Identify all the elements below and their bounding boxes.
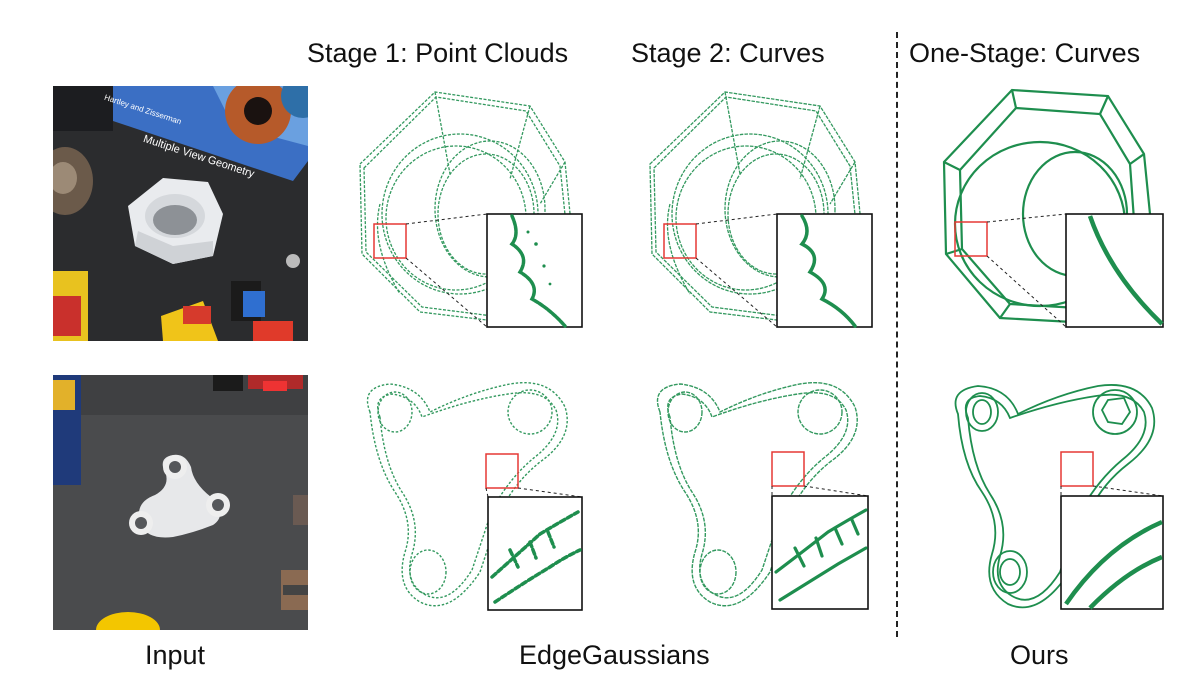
footer-input: Input bbox=[145, 640, 206, 670]
header-onestage: One-Stage: Curves bbox=[909, 38, 1141, 68]
hexnut-ours-curves bbox=[930, 84, 1180, 334]
footer-ours: Ours bbox=[1010, 640, 1069, 670]
hexnut-stage2-curves bbox=[630, 84, 880, 334]
spinner-stage2-curves bbox=[630, 372, 880, 622]
spinner-stage1-pointcloud bbox=[340, 372, 590, 622]
footer-edgegaussians: EdgeGaussians bbox=[519, 640, 710, 670]
input-photo-hex-nut: Hartley and Zisserman Multiple View Geom… bbox=[53, 86, 308, 341]
spinner-ours-curves bbox=[930, 372, 1180, 622]
input-photo-spinner bbox=[53, 375, 308, 630]
hexnut-stage1-pointcloud bbox=[340, 84, 590, 334]
header-stage1: Stage 1: Point Clouds bbox=[307, 38, 569, 68]
column-divider bbox=[896, 32, 898, 637]
header-stage2: Stage 2: Curves bbox=[631, 38, 825, 68]
